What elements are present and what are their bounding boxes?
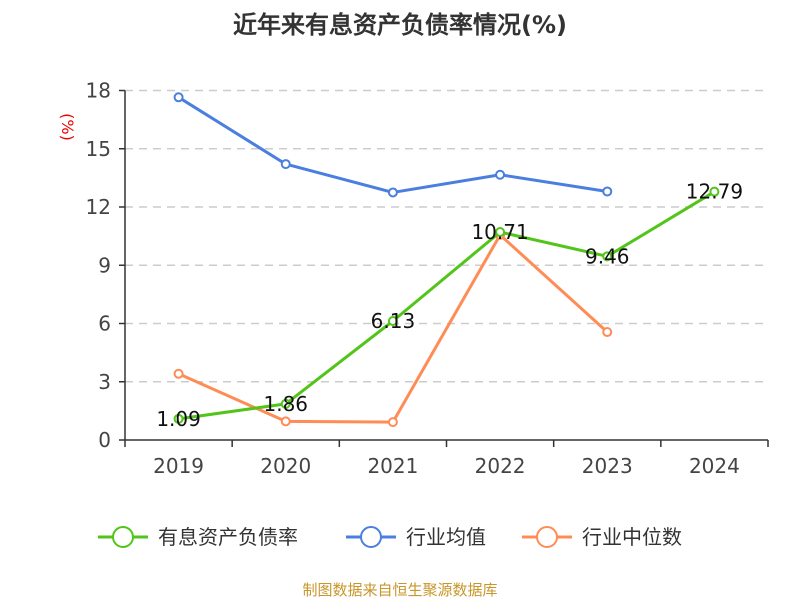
data-point bbox=[495, 169, 506, 180]
data-point bbox=[173, 368, 184, 379]
data-label: 1.86 bbox=[263, 392, 308, 416]
y-tick-label: 18 bbox=[86, 79, 111, 103]
y-tick-label: 3 bbox=[98, 370, 111, 394]
data-point bbox=[387, 187, 398, 198]
data-point bbox=[387, 315, 398, 326]
y-tick-label: 12 bbox=[86, 195, 111, 219]
data-label: 10.71 bbox=[471, 220, 528, 244]
data-label: 6.13 bbox=[371, 309, 416, 333]
x-tick-label: 2021 bbox=[367, 454, 418, 478]
data-point bbox=[602, 186, 613, 197]
legend-marker bbox=[360, 526, 382, 548]
series-line-1 bbox=[177, 96, 608, 194]
series-line-0 bbox=[178, 190, 716, 421]
data-point bbox=[495, 227, 506, 238]
y-axis-label: (%) bbox=[58, 113, 77, 141]
data-point bbox=[387, 417, 398, 428]
legend-item[interactable]: 有息资产负债率 bbox=[98, 525, 298, 549]
x-tick-label: 2022 bbox=[475, 454, 526, 478]
legend-label: 有息资产负债率 bbox=[158, 525, 298, 549]
x-tick-label: 2023 bbox=[582, 454, 633, 478]
data-point bbox=[280, 159, 291, 170]
y-tick-label: 6 bbox=[98, 312, 111, 336]
data-point bbox=[602, 251, 613, 262]
legend-label: 行业均值 bbox=[406, 525, 486, 549]
legend-marker bbox=[112, 526, 134, 548]
y-tick-label: 15 bbox=[86, 137, 111, 161]
legend-marker bbox=[536, 526, 558, 548]
data-label: 9.46 bbox=[585, 244, 630, 268]
legend-label: 行业中位数 bbox=[582, 525, 682, 549]
y-tick-label: 0 bbox=[98, 428, 111, 452]
data-point bbox=[280, 416, 291, 427]
y-tick-label: 9 bbox=[98, 253, 111, 277]
legend-item[interactable]: 行业中位数 bbox=[522, 525, 682, 549]
x-tick-label: 2019 bbox=[153, 454, 204, 478]
data-point bbox=[173, 92, 184, 103]
x-tick-label: 2024 bbox=[689, 454, 740, 478]
source-note: 制图数据来自恒生聚源数据库 bbox=[302, 581, 497, 599]
data-point bbox=[602, 327, 613, 338]
legend-item[interactable]: 行业均值 bbox=[346, 525, 486, 549]
data-label: 1.09 bbox=[156, 407, 201, 431]
x-tick-label: 2020 bbox=[260, 454, 311, 478]
data-point bbox=[173, 413, 184, 424]
data-point bbox=[709, 186, 720, 197]
chart-title: 近年来有息资产负债率情况(%) bbox=[233, 11, 567, 39]
data-point bbox=[280, 398, 291, 409]
data-label: 12.79 bbox=[686, 180, 743, 204]
